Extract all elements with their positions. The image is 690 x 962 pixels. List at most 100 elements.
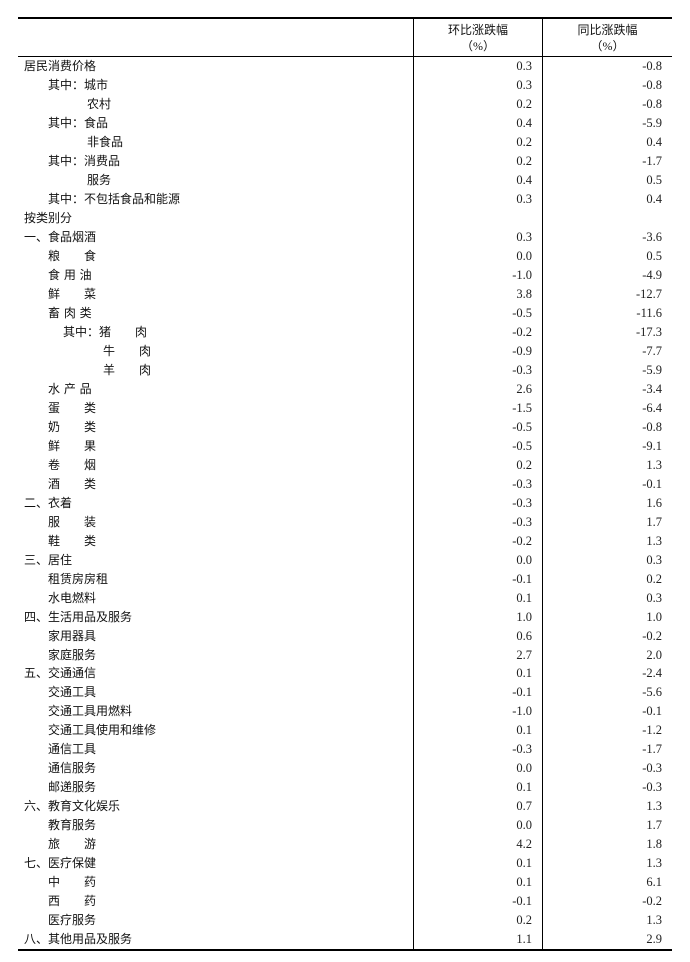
row-label: 牛 肉	[103, 344, 152, 359]
table-row: 卷 烟 0.2 1.3	[18, 455, 672, 475]
row-mom-value: 0.2	[413, 94, 543, 114]
row-mom-value: 0.2	[413, 455, 543, 475]
table-row: 七、医疗保健 0.1 1.3	[18, 853, 672, 873]
table-row: 其中：消费品 0.2 -1.7	[18, 151, 672, 171]
row-yoy-value: 1.7	[542, 815, 672, 835]
row-yoy-value: -5.9	[542, 113, 672, 133]
row-mom-value: 2.6	[413, 379, 543, 399]
table-row: 通信工具 -0.3 -1.7	[18, 739, 672, 759]
row-yoy-value: -11.6	[542, 303, 672, 323]
row-label: 医疗服务	[48, 913, 97, 928]
row-yoy-value: -2.4	[542, 664, 672, 683]
row-mom-value: 0.4	[413, 113, 543, 133]
row-label: 四、生活用品及服务	[24, 609, 133, 624]
row-mom-value: 0.1	[413, 664, 543, 683]
table-row: 六、教育文化娱乐 0.7 1.3	[18, 796, 672, 816]
row-yoy-value: 1.3	[542, 455, 672, 475]
table-row: 邮递服务 0.1 -0.3	[18, 777, 672, 797]
row-label: 食 用 油	[48, 268, 92, 283]
row-label: 中 药	[48, 875, 97, 890]
table-row: 旅 游 4.2 1.8	[18, 834, 672, 854]
row-yoy-value: 2.0	[542, 645, 672, 664]
header-yoy: 同比涨跌幅 （%）	[542, 18, 672, 57]
row-mom-value: 1.0	[413, 607, 543, 627]
row-label: 三、居住	[24, 552, 73, 567]
row-mom-value: -0.1	[413, 891, 543, 911]
row-yoy-value: -0.1	[542, 701, 672, 721]
row-mom-value: 0.4	[413, 170, 543, 190]
row-yoy-value: 0.3	[542, 550, 672, 570]
row-mom-value: 0.3	[413, 75, 543, 95]
row-label: 服 装	[48, 514, 97, 529]
table-row: 西 药 -0.1 -0.2	[18, 891, 672, 911]
row-label: 其中：食品	[48, 116, 109, 131]
row-mom-value	[413, 208, 543, 228]
table-row: 其中：食品 0.4 -5.9	[18, 113, 672, 133]
row-mom-value: 0.2	[413, 910, 543, 930]
table-row: 教育服务 0.0 1.7	[18, 815, 672, 835]
row-label: 西 药	[48, 894, 97, 909]
row-mom-value: -0.5	[413, 436, 543, 456]
table-row: 粮 食 0.0 0.5	[18, 246, 672, 266]
header-yoy-unit: （%）	[590, 38, 625, 53]
table-row: 医疗服务 0.2 1.3	[18, 910, 672, 930]
table-row: 租赁房房租 -0.1 0.2	[18, 569, 672, 589]
row-mom-value: 0.1	[413, 777, 543, 797]
row-yoy-value: 1.8	[542, 834, 672, 854]
row-yoy-value: -7.7	[542, 341, 672, 361]
header-yoy-title: 同比涨跌幅	[577, 22, 638, 37]
row-mom-value: 3.8	[413, 284, 543, 304]
row-label: 二、衣着	[24, 495, 73, 510]
row-yoy-value: 1.3	[542, 853, 672, 873]
row-mom-value: -1.0	[413, 701, 543, 721]
row-label: 五、交通通信	[24, 666, 97, 681]
row-yoy-value: 0.3	[542, 588, 672, 608]
row-yoy-value: -0.2	[542, 891, 672, 911]
row-mom-value: -0.3	[413, 474, 543, 494]
row-mom-value: 0.3	[413, 227, 543, 247]
row-label: 邮递服务	[48, 780, 97, 795]
row-label: 鲜 果	[48, 438, 97, 453]
header-mom-unit: （%）	[461, 38, 495, 53]
row-yoy-value: 1.3	[542, 796, 672, 816]
table-row: 鲜 菜 3.8 -12.7	[18, 284, 672, 304]
row-yoy-value: -5.9	[542, 360, 672, 380]
table-row: 非食品 0.2 0.4	[18, 132, 672, 152]
row-label: 通信工具	[48, 742, 97, 757]
table-row: 交通工具 -0.1 -5.6	[18, 682, 672, 702]
row-label: 其中：猪 肉	[63, 325, 148, 340]
table-row: 蛋 类 -1.5 -6.4	[18, 398, 672, 418]
row-mom-value: -1.0	[413, 265, 543, 285]
row-yoy-value: -5.6	[542, 682, 672, 702]
row-label: 按类别分	[24, 211, 73, 226]
table-row: 酒 类 -0.3 -0.1	[18, 474, 672, 494]
row-mom-value: 0.1	[413, 853, 543, 873]
row-yoy-value: -17.3	[542, 322, 672, 342]
row-yoy-value: 1.3	[542, 531, 672, 551]
row-mom-value: 0.0	[413, 758, 543, 778]
row-yoy-value: -0.8	[542, 417, 672, 437]
row-mom-value: 0.6	[413, 626, 543, 646]
row-label: 租赁房房租	[48, 571, 109, 586]
row-mom-value: 0.7	[413, 796, 543, 816]
row-mom-value: 1.1	[413, 929, 543, 950]
row-yoy-value: -0.3	[542, 777, 672, 797]
row-label: 非食品	[87, 135, 124, 150]
row-label: 旅 游	[48, 837, 97, 852]
table-header-row: 环比涨跌幅 （%） 同比涨跌幅 （%）	[18, 18, 672, 57]
row-label: 七、医疗保健	[24, 856, 97, 871]
row-label: 交通工具使用和维修	[48, 723, 157, 738]
table-row: 家庭服务 2.7 2.0	[18, 645, 672, 664]
row-yoy-value: 0.5	[542, 246, 672, 266]
row-label: 鲜 菜	[48, 287, 97, 302]
row-label: 其中：不包括食品和能源	[48, 192, 181, 207]
row-mom-value: 0.0	[413, 815, 543, 835]
row-label: 鞋 类	[48, 533, 97, 548]
cpi-table: 环比涨跌幅 （%） 同比涨跌幅 （%） 居民消费价格 0.3 -0.8 其中：城市 0.…	[18, 17, 672, 951]
table-row: 鲜 果 -0.5 -9.1	[18, 436, 672, 456]
row-yoy-value: 0.4	[542, 132, 672, 152]
row-yoy-value: 2.9	[542, 929, 672, 950]
row-yoy-value: -0.2	[542, 626, 672, 646]
row-mom-value: 0.1	[413, 720, 543, 740]
table-row: 交通工具用燃料 -1.0 -0.1	[18, 701, 672, 721]
